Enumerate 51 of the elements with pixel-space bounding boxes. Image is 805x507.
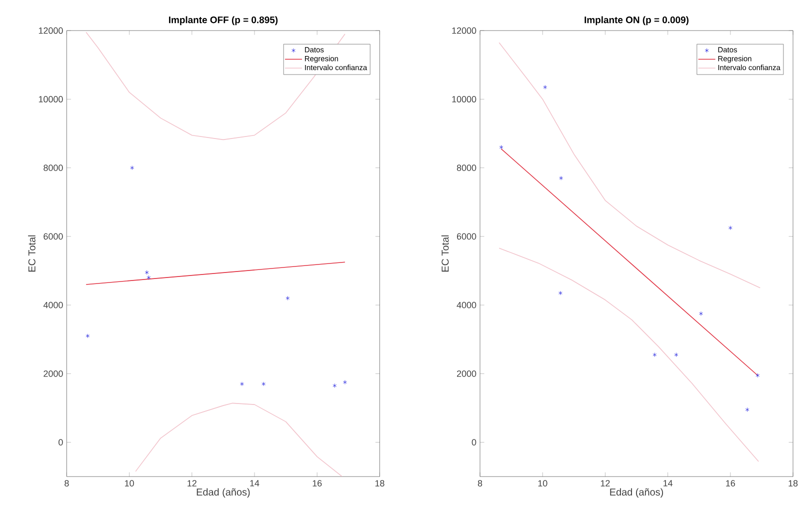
chart-title: Implante ON (p = 0.009) — [584, 16, 689, 26]
x-tick-label: 8 — [64, 480, 69, 486]
line-series — [498, 248, 759, 462]
point — [262, 382, 266, 386]
point — [699, 311, 703, 316]
x-tick-label: 12 — [188, 480, 196, 486]
y-tick-label: 12000 — [38, 27, 63, 34]
x-tick-label: 18 — [788, 480, 798, 486]
y-axis-title: EC Total — [28, 235, 36, 272]
point — [240, 382, 244, 386]
point — [558, 290, 562, 296]
x-tick-label: 14 — [664, 480, 673, 486]
point — [543, 84, 548, 90]
point — [756, 373, 760, 378]
y-tick-label: 10000 — [38, 96, 63, 102]
x-tick-label: 16 — [312, 480, 322, 486]
y-tick-label: 2000 — [44, 370, 63, 377]
y-tick-label: 8000 — [456, 164, 476, 171]
chart-title: Implante OFF (p = 0.895) — [169, 16, 278, 26]
y-tick-label: 8000 — [44, 164, 63, 171]
x-tick-label: 14 — [250, 480, 260, 486]
point — [559, 176, 564, 180]
x-axis-title: Edad (años) — [196, 488, 250, 498]
y-tick-label: 4000 — [456, 302, 476, 308]
point — [343, 380, 347, 384]
x-tick-label: 18 — [375, 480, 384, 486]
x-tick-label: 12 — [600, 480, 610, 486]
x-axis-title: Edad (años) — [610, 488, 664, 498]
x-tick-label: 8 — [478, 480, 482, 486]
y-tick-label: 10000 — [452, 96, 476, 102]
y-tick-label: 0 — [472, 439, 476, 446]
y-tick-label: 12000 — [452, 27, 476, 34]
point — [728, 226, 732, 230]
point — [286, 296, 290, 300]
y-tick-label: 6000 — [456, 233, 476, 240]
point — [652, 352, 657, 357]
x-tick-label: 16 — [726, 480, 735, 486]
y-tick-label: 6000 — [44, 233, 63, 240]
line-series — [135, 402, 343, 477]
y-tick-label: 4000 — [43, 302, 63, 308]
point — [745, 407, 750, 412]
y-tick-label: 2000 — [456, 370, 476, 377]
point — [130, 166, 134, 170]
x-tick-label: 10 — [538, 480, 548, 486]
point — [332, 383, 337, 388]
y-axis-title: EC Total — [441, 235, 449, 272]
point — [86, 334, 90, 338]
point — [499, 145, 504, 150]
point — [674, 352, 678, 357]
y-tick-label: 0 — [58, 439, 63, 446]
x-tick-label: 10 — [125, 480, 134, 486]
